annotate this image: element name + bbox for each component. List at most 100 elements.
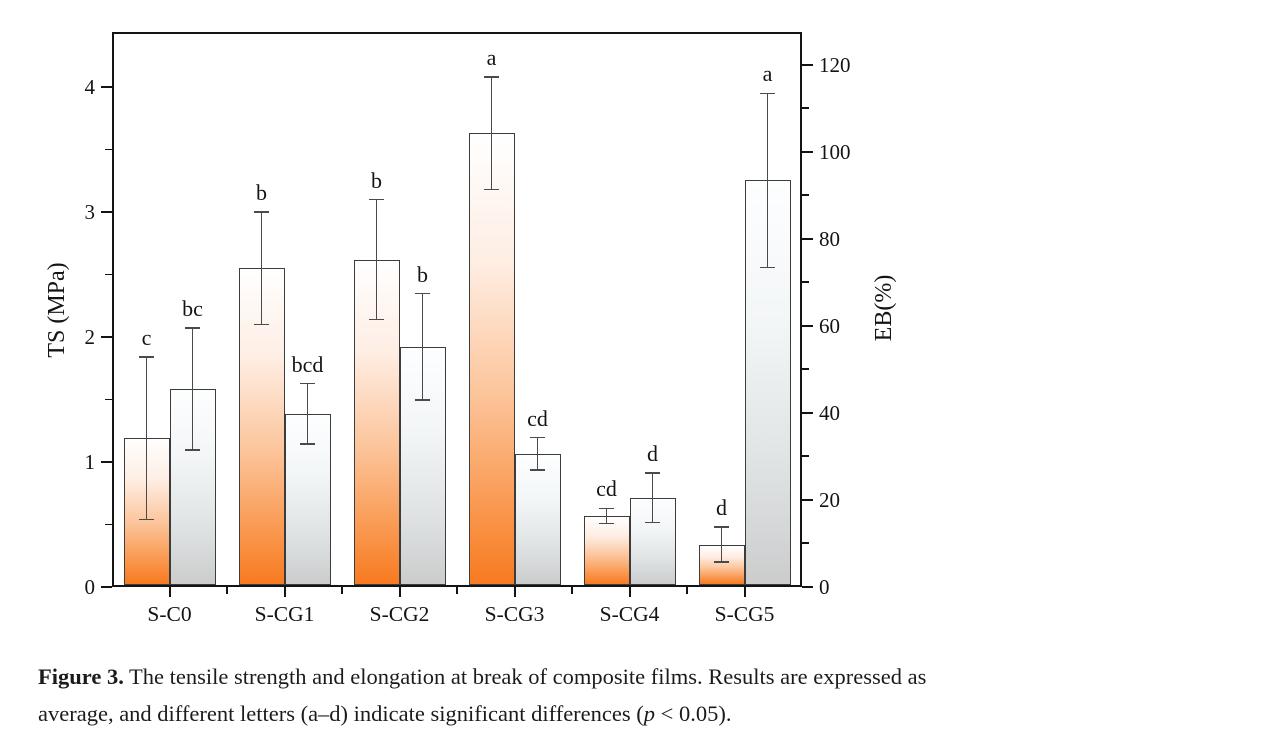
error-cap-bottom-eb-S-C0 <box>185 449 200 451</box>
y-left-minor-tick <box>105 398 112 401</box>
caption-line-2: average, and different letters (a–d) ind… <box>38 701 731 726</box>
error-cap-top-eb-S-CG1 <box>300 382 315 385</box>
y-left-minor-tick <box>105 523 112 526</box>
sig-letter-ts-S-CG4: cd <box>596 476 617 502</box>
sig-letter-ts-S-CG1: b <box>256 180 267 205</box>
sig-letter-eb-S-CG3: cd <box>527 405 548 431</box>
y-right-tick-label: 40 <box>819 400 840 425</box>
bar-chart-figure: TS (MPa) EB(%) TS EB 0123402040608010012… <box>44 32 897 626</box>
x-category-label: S-CG2 <box>369 602 430 626</box>
caption-p-symbol: p <box>643 701 656 726</box>
error-cap-top-eb-S-CG5 <box>760 92 775 95</box>
error-cap-bottom-eb-S-CG5 <box>760 266 775 269</box>
bar-ts-S-CG4 <box>583 515 630 585</box>
y-right-major-tick <box>802 150 813 153</box>
error-cap-top-eb-S-C0 <box>185 327 200 329</box>
x-minor-tick <box>226 587 228 594</box>
sig-letter-eb-S-CG4: d <box>647 440 658 466</box>
error-bar-eb-S-CG5 <box>766 93 769 268</box>
bar-ts-S-CG3 <box>468 133 515 585</box>
sig-letter-ts-S-C0: c <box>141 325 152 350</box>
x-major-tick <box>168 587 171 597</box>
y-left-major-tick <box>101 336 112 338</box>
y-left-tick-label: 1 <box>84 450 96 474</box>
x-category-label: S-CG4 <box>599 602 660 626</box>
error-cap-bottom-eb-S-CG4 <box>645 521 660 524</box>
caption-text-2: average, and different letters (a–d) ind… <box>38 701 644 726</box>
y-right-tick-label: 120 <box>819 52 851 77</box>
x-category-label: S-CG1 <box>254 602 315 626</box>
y-right-minor-tick <box>802 455 809 457</box>
error-cap-top-ts-S-CG1 <box>254 211 269 213</box>
sig-letter-eb-S-CG2: b <box>417 261 428 287</box>
error-bar-eb-S-CG3 <box>536 437 539 470</box>
x-major-tick <box>628 587 631 597</box>
y-left-minor-tick <box>105 273 112 276</box>
error-bar-ts-S-CG1 <box>260 212 263 325</box>
error-cap-top-ts-S-C0 <box>139 356 154 358</box>
error-bar-ts-S-CG2 <box>375 199 378 320</box>
y-right-minor-tick <box>802 368 809 370</box>
error-bar-eb-S-CG4 <box>651 472 654 523</box>
y-left-major-tick <box>101 461 112 463</box>
caption-text-1: The tensile strength and elongation at b… <box>123 664 927 689</box>
error-cap-bottom-ts-S-C0 <box>139 518 154 521</box>
y-left-tick-label: 4 <box>84 75 96 99</box>
error-bar-ts-S-CG3 <box>490 77 493 190</box>
error-cap-top-ts-S-CG5 <box>714 526 729 528</box>
error-cap-bottom-ts-S-CG3 <box>484 188 499 191</box>
x-category-label: S-CG5 <box>714 602 775 626</box>
error-cap-bottom-ts-S-CG4 <box>599 522 614 524</box>
y-left-tick-label: 0 <box>84 575 96 599</box>
y-left-major-tick <box>101 586 112 588</box>
x-major-tick <box>743 587 746 597</box>
y-right-tick-label: 100 <box>819 139 851 164</box>
error-cap-top-eb-S-CG3 <box>530 436 545 439</box>
y-right-major-tick <box>802 63 813 66</box>
y-right-minor-tick <box>802 107 809 109</box>
plot-frame <box>112 32 802 587</box>
error-cap-bottom-eb-S-CG2 <box>415 399 430 401</box>
error-bar-ts-S-CG4 <box>605 508 608 524</box>
x-major-tick <box>283 587 286 597</box>
error-cap-bottom-ts-S-CG1 <box>254 323 269 326</box>
y-left-major-tick <box>101 211 112 213</box>
error-cap-top-ts-S-CG4 <box>599 507 614 509</box>
y-right-major-tick <box>802 324 813 327</box>
y-left-major-tick <box>101 86 112 88</box>
y-right-tick-label: 0 <box>819 575 830 599</box>
x-minor-tick <box>341 587 343 594</box>
error-cap-top-eb-S-CG4 <box>645 472 660 474</box>
error-cap-bottom-eb-S-CG1 <box>300 443 315 445</box>
y-axis-label-left: TS (MPa) <box>44 262 70 358</box>
caption-text-3: < 0.05). <box>655 701 732 726</box>
x-category-label: S-CG3 <box>484 602 545 626</box>
error-bar-ts-S-CG5 <box>720 527 723 562</box>
y-left-tick-label: 3 <box>84 200 96 224</box>
y-right-minor-tick <box>802 281 809 283</box>
error-bar-ts-S-C0 <box>145 357 148 520</box>
x-category-label: S-C0 <box>147 602 192 626</box>
y-right-major-tick <box>802 498 813 501</box>
error-cap-top-eb-S-CG2 <box>415 292 430 295</box>
error-cap-top-ts-S-CG2 <box>369 198 384 201</box>
y-right-tick-label: 80 <box>819 226 840 251</box>
y-left-minor-tick <box>105 148 112 151</box>
sig-letter-ts-S-CG5: d <box>716 495 727 520</box>
y-right-major-tick <box>802 237 813 240</box>
y-right-major-tick <box>802 586 813 588</box>
bar-eb-S-CG3 <box>514 453 561 585</box>
y-right-minor-tick <box>802 542 809 545</box>
sig-letter-ts-S-CG2: b <box>371 167 382 193</box>
sig-letter-eb-S-CG1: bcd <box>291 351 324 377</box>
sig-letter-eb-S-CG5: a <box>762 61 773 87</box>
y-right-tick-label: 20 <box>819 487 840 512</box>
x-minor-tick <box>456 587 458 594</box>
figure-caption: Figure 3. The tensile strength and elong… <box>38 658 1250 732</box>
error-bar-eb-S-CG1 <box>306 383 309 444</box>
error-bar-eb-S-C0 <box>191 328 194 450</box>
error-cap-top-ts-S-CG3 <box>484 76 499 78</box>
sig-letter-ts-S-CG3: a <box>486 45 497 70</box>
caption-line-1: Figure 3. The tensile strength and elong… <box>38 664 926 689</box>
sig-letter-eb-S-C0: bc <box>182 296 203 321</box>
